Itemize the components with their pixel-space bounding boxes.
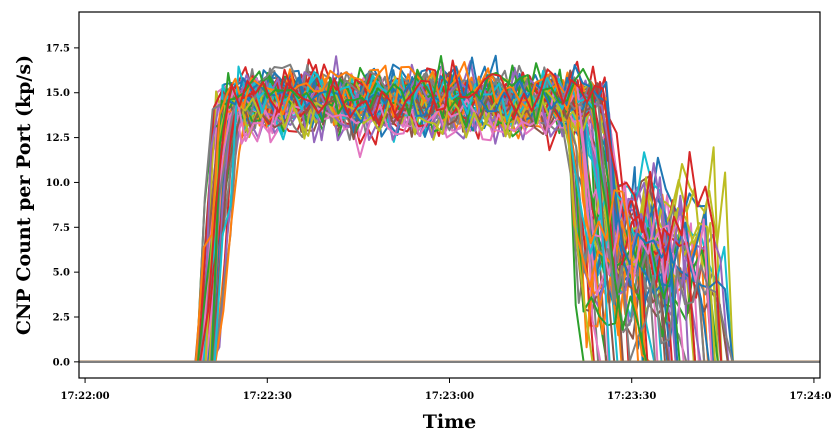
y-tick-label-0: 0.0 [53, 357, 70, 368]
x-axis-ticks: 17:22:00 17:22:30 17:23:00 17:23:30 17:24:00 [61, 378, 831, 402]
x-tick-label-2: 17:23:00 [425, 391, 474, 402]
y-tick-label-1: 2.5 [53, 313, 70, 324]
x-tick-label-3: 17:23:30 [607, 391, 656, 402]
series-line-58 [79, 63, 820, 363]
x-tick-label-1: 17:22:30 [243, 391, 292, 402]
y-tick-label-3: 7.5 [53, 223, 70, 234]
x-axis-title: Time [423, 411, 477, 433]
x-tick-label-4: 17:24:00 [789, 391, 831, 402]
series-line-64 [79, 59, 820, 363]
series-line-63 [79, 55, 820, 363]
y-tick-label-2: 5.0 [53, 268, 70, 279]
y-tick-label-4: 10.0 [46, 178, 70, 189]
y-tick-label-5: 12.5 [46, 133, 70, 144]
series-line-53 [79, 71, 820, 363]
y-tick-label-7: 17.5 [46, 43, 70, 54]
y-axis-ticks: 0.0 2.5 5.0 7.5 10.0 12.5 15.0 17.5 [46, 43, 79, 368]
x-tick-label-0: 17:22:00 [61, 391, 110, 402]
series-layer [79, 54, 820, 363]
y-tick-label-6: 15.0 [46, 88, 70, 99]
y-axis-title: CNP Count per Port (kp/s) [13, 55, 35, 335]
